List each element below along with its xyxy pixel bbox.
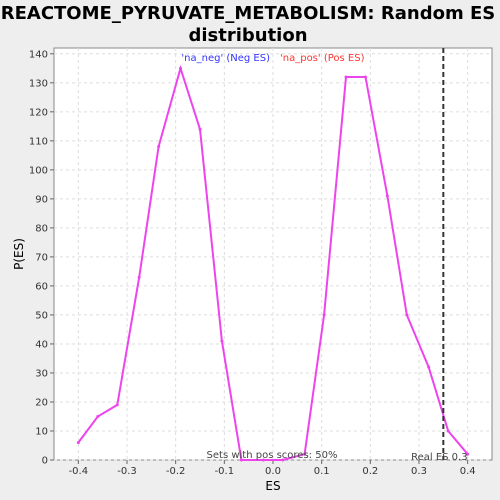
- y-tick-label: 30: [35, 368, 48, 379]
- series-lines: [76, 64, 470, 462]
- chart-title-line-1: REACTOME_PYRUVATE_METABOLISM: Random ES: [1, 3, 496, 24]
- y-tick-label: 130: [29, 78, 48, 89]
- y-tick-label: 100: [29, 165, 48, 176]
- y-tick-label: 120: [29, 107, 48, 118]
- x-tick-label: 0.2: [362, 466, 378, 477]
- y-tick-label: 10: [35, 426, 48, 437]
- grid-lines: [54, 48, 492, 461]
- y-tick-label: 60: [35, 281, 48, 292]
- es-distribution-line: [77, 64, 469, 461]
- y-tick-label: 80: [35, 223, 48, 234]
- chart-title-line-2: distribution: [188, 25, 307, 46]
- data-point: [261, 458, 265, 462]
- data-point: [76, 441, 80, 445]
- data-point: [303, 452, 307, 456]
- data-point: [322, 313, 326, 317]
- x-tick-label: 0.1: [314, 466, 330, 477]
- y-tick-label: 90: [35, 194, 48, 205]
- legend-pos: 'na_pos' (Pos ES): [280, 53, 365, 64]
- x-tick-label: 0.3: [411, 466, 427, 477]
- data-point: [220, 339, 224, 343]
- data-point: [363, 75, 367, 79]
- data-point: [405, 313, 409, 317]
- x-axis-label: ES: [265, 479, 280, 493]
- data-point: [179, 66, 183, 70]
- y-tick-label: 70: [35, 252, 48, 263]
- y-tick-label: 50: [35, 310, 48, 321]
- data-point: [157, 145, 161, 149]
- y-tick-label: 40: [35, 339, 48, 350]
- y-tick-label: 0: [42, 456, 48, 467]
- data-point: [427, 365, 431, 369]
- legend-neg: 'na_neg' (Neg ES): [181, 53, 270, 64]
- y-tick-label: 110: [29, 136, 48, 147]
- data-point: [115, 403, 119, 407]
- pos-scores-annotation: Sets with pos scores: 50%: [207, 450, 338, 461]
- data-point: [344, 75, 348, 79]
- data-point: [281, 458, 285, 462]
- y-tick-label: 20: [35, 397, 48, 408]
- x-tick-label: -0.1: [215, 466, 235, 477]
- x-axis-ticks: -0.4 -0.3 -0.2 -0.1 0.0 0.1 0.2 0.3 0.4: [69, 460, 476, 477]
- data-point: [385, 194, 389, 198]
- data-point: [198, 127, 202, 131]
- x-tick-label: -0.2: [166, 466, 186, 477]
- x-tick-label: -0.3: [117, 466, 137, 477]
- x-tick-label: -0.4: [69, 466, 89, 477]
- y-tick-label: 140: [29, 49, 48, 60]
- data-point: [466, 452, 470, 456]
- x-tick-label: 0.4: [460, 466, 476, 477]
- data-point: [137, 275, 141, 279]
- data-point: [96, 414, 100, 418]
- data-point: [446, 429, 450, 433]
- real-es-label: Real ES 0.3: [411, 452, 467, 463]
- data-point: [239, 458, 243, 462]
- y-axis-label: P(ES): [12, 238, 26, 270]
- y-axis-ticks: 0 10 20 30 40 50 60 70 80 90 100 110 120 130 140: [29, 49, 54, 467]
- x-tick-label: 0.0: [265, 466, 281, 477]
